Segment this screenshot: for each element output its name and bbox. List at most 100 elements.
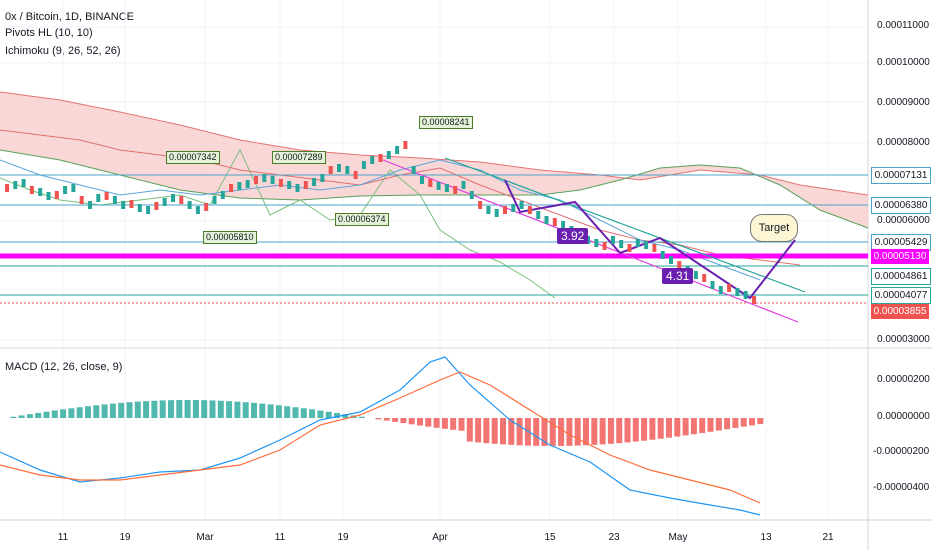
candle (536, 211, 541, 219)
candle (5, 184, 9, 192)
macd-histogram-bar (732, 418, 739, 428)
candle (54, 191, 59, 199)
candle (303, 181, 308, 189)
macd-histogram-bar (309, 409, 316, 418)
candle (428, 179, 433, 187)
macd-histogram-bar (325, 411, 332, 418)
candle (187, 201, 192, 209)
candle (710, 281, 715, 289)
candle (552, 218, 557, 226)
candle (320, 174, 325, 182)
macd-axis-label: -0.00000200 (873, 446, 930, 457)
candle (212, 196, 217, 204)
macd-histogram-bar (425, 418, 432, 427)
macd-histogram-bar (500, 418, 506, 445)
candle (38, 188, 43, 196)
pivot-high-label: 0.00007289 (272, 151, 326, 164)
macd-histogram-bar (508, 418, 515, 445)
macd-histogram-bar (417, 418, 423, 426)
macd-histogram-bar (93, 405, 100, 418)
time-axis-label: 21 (822, 532, 834, 543)
candle (478, 201, 483, 209)
macd-histogram-bar (541, 418, 548, 446)
candle (752, 296, 756, 304)
macd-histogram-bar (201, 400, 208, 418)
pivot-high-label: 0.00007342 (166, 151, 220, 164)
macd-histogram-bar (292, 407, 299, 418)
macd-histogram-bar (574, 418, 581, 446)
candle (743, 291, 748, 299)
candle (386, 151, 391, 159)
macd-histogram-bar (649, 418, 656, 440)
candle (112, 196, 117, 204)
candle (594, 239, 599, 247)
symbol-title[interactable]: 0x / Bitcoin, 1D, BINANCE (5, 11, 134, 23)
candle (436, 182, 441, 190)
macd-histogram-bar (674, 418, 681, 437)
candle (702, 274, 707, 282)
macd-indicator-label[interactable]: MACD (12, 26, close, 9) (5, 361, 123, 373)
macd-histogram-bar (342, 414, 349, 418)
pivot-low-label: 0.00006374 (335, 213, 389, 226)
macd-histogram-bar (740, 418, 747, 427)
time-axis-label: 11 (57, 532, 69, 543)
macd-histogram-bar (109, 403, 116, 418)
macd-histogram-bar (641, 418, 648, 441)
macd-histogram-bar (35, 412, 42, 418)
macd-histogram-bar (483, 418, 490, 444)
pivot-high-label: 0.00008241 (419, 116, 473, 129)
macd-histogram-bar (657, 418, 664, 439)
macd-histogram-bar (375, 418, 382, 420)
macd-histogram-bar (334, 412, 340, 418)
candle (511, 204, 516, 212)
candle (312, 178, 317, 186)
ichimoku-cloud (0, 92, 868, 228)
macd-histogram-bar (192, 400, 199, 418)
candle (270, 176, 275, 184)
macd-histogram-bar (60, 409, 67, 418)
candle (137, 204, 142, 212)
pivots-indicator-label[interactable]: Pivots HL (10, 10) (5, 27, 93, 39)
macd-histogram-bar (76, 407, 83, 418)
macd-histogram-bar (392, 418, 399, 422)
macd-histogram-bar (682, 418, 689, 436)
macd-histogram-bar (533, 418, 540, 446)
candle (610, 236, 615, 244)
candle (677, 261, 682, 269)
macd-axis-label: 0.00000200 (877, 374, 930, 385)
macd-histogram-bar (226, 401, 233, 418)
candle (29, 186, 34, 194)
candle (602, 242, 607, 250)
candle (88, 201, 92, 209)
candle (627, 244, 632, 252)
target-callout[interactable]: Target (750, 214, 798, 242)
macd-histogram-bar (591, 418, 598, 445)
macd-histogram-bar (209, 400, 216, 418)
time-axis-label: Mar (196, 532, 214, 543)
last-price-tag: 0.00003855 (871, 304, 929, 319)
candle (204, 203, 209, 211)
macd-histogram-bar (450, 418, 457, 430)
macd-histogram-bar (516, 418, 523, 446)
macd-histogram-bar (690, 418, 697, 435)
candle (527, 206, 532, 214)
candle (13, 181, 18, 189)
macd-histogram-bar (749, 418, 755, 426)
macd-histogram-bar (143, 401, 150, 418)
macd-histogram-bar (632, 418, 639, 442)
candle (735, 288, 740, 296)
macd-histogram-bar (566, 418, 573, 446)
candle (361, 161, 366, 169)
candle (669, 256, 673, 264)
candle (718, 286, 723, 294)
macd-histogram-bar (10, 416, 17, 418)
time-axis-label: 11 (274, 532, 286, 543)
time-axis-label: 19 (337, 532, 349, 543)
candle (727, 284, 732, 292)
macd-histogram-bar (159, 400, 166, 418)
macd-histogram-bar (259, 403, 266, 418)
candle (129, 200, 134, 208)
candle (453, 186, 458, 194)
pivot-low-label: 0.00005810 (203, 231, 257, 244)
